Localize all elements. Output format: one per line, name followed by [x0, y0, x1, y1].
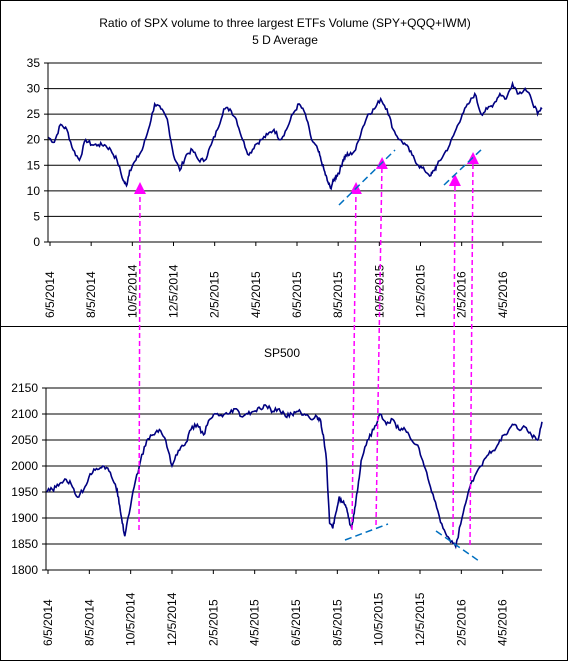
- sp500-x-tick-label: 2/5/2016: [454, 599, 468, 646]
- ratio-x-tick-label: 12/5/2015: [414, 264, 428, 318]
- ratio-chart-subtitle: 5 D Average: [252, 33, 318, 47]
- sp500-y-tick-label: 2000: [11, 459, 38, 473]
- annotation-arrow: [448, 174, 461, 536]
- annotation-arrow: [466, 152, 479, 546]
- sp500-x-tick-label: 8/5/2014: [82, 599, 96, 646]
- sp500-y-tick-label: 2100: [11, 407, 38, 421]
- ratio-x-tick-label: 2/5/2015: [208, 271, 222, 318]
- sp500-y-tick-label: 1900: [11, 511, 38, 525]
- sp500-y-axis-labels: 1800 1850 1900 1950 2000 2050 2100 2150: [11, 381, 46, 577]
- sp500-x-tick-label: 6/5/2014: [41, 599, 55, 646]
- ratio-x-tick-label: 8/5/2014: [84, 271, 98, 318]
- sp500-x-tick-label: 10/5/2015: [372, 592, 386, 646]
- annotation-arrow: [375, 157, 388, 526]
- sp500-chart-title: SP500: [264, 346, 300, 360]
- sp500-y-tick-label: 1800: [11, 563, 38, 577]
- sp500-x-tick-label: 4/5/2016: [496, 599, 510, 646]
- annotation-arrow: [133, 182, 146, 531]
- sp500-x-tick-label: 2/5/2015: [206, 599, 220, 646]
- ratio-y-axis-labels: 0 5 10 15 20 25 30 35: [27, 56, 48, 249]
- ratio-x-tick-label: 12/5/2014: [167, 264, 181, 318]
- trendline: [443, 147, 484, 186]
- ratio-y-tick-label: 20: [27, 133, 41, 147]
- trendline: [435, 530, 480, 562]
- ratio-y-tick-label: 35: [27, 56, 41, 70]
- sp500-y-tick-label: 1850: [11, 537, 38, 551]
- ratio-gridlines: [48, 62, 542, 243]
- ratio-y-tick-label: 30: [27, 82, 41, 96]
- ratio-y-tick-label: 15: [27, 158, 41, 172]
- sp500-series-line: [45, 404, 543, 550]
- ratio-x-tick-label: 2/5/2016: [455, 271, 469, 318]
- ratio-chart-title: Ratio of SPX volume to three largest ETF…: [99, 16, 470, 30]
- annotation-arrow: [349, 182, 362, 531]
- ratio-y-tick-label: 25: [27, 107, 41, 121]
- sp500-y-tick-label: 2150: [11, 381, 38, 395]
- ratio-series-group: [47, 80, 543, 191]
- trendline: [344, 523, 389, 541]
- sp500-x-tick-label: 10/5/2014: [124, 592, 138, 646]
- ratio-y-tick-label: 5: [33, 209, 40, 223]
- ratio-series-line: [47, 80, 543, 191]
- ratio-x-tick-label: 4/5/2015: [249, 271, 263, 318]
- sp500-x-tick-label: 12/5/2014: [165, 592, 179, 646]
- ratio-x-tick-label: 8/5/2015: [331, 271, 345, 318]
- ratio-x-tick-label: 10/5/2014: [125, 264, 139, 318]
- ratio-x-tick-label: 6/5/2015: [290, 271, 304, 318]
- sp500-x-tick-label: 4/5/2015: [248, 599, 262, 646]
- sp500-x-axis-labels: 6/5/2014 8/5/2014 10/5/2014 12/5/2014 2/5/20…: [41, 570, 510, 646]
- sp500-x-tick-label: 6/5/2015: [289, 599, 303, 646]
- sp500-x-tick-label: 8/5/2015: [330, 599, 344, 646]
- ratio-x-tick-label: 6/5/2014: [43, 271, 57, 318]
- annotation-trendlines: [338, 147, 484, 562]
- trendline: [338, 149, 396, 206]
- ratio-x-tick-label: 4/5/2016: [496, 271, 510, 318]
- sp500-y-tick-label: 1950: [11, 485, 38, 499]
- sp500-x-tick-label: 12/5/2015: [413, 592, 427, 646]
- sp500-y-tick-label: 2050: [11, 433, 38, 447]
- ratio-y-tick-label: 0: [33, 235, 40, 249]
- sp500-series-group: [45, 404, 543, 550]
- annotation-arrows: [133, 152, 479, 546]
- ratio-y-tick-label: 10: [27, 184, 41, 198]
- ratio-x-axis-labels: 6/5/2014 8/5/2014 10/5/2014 12/5/2014 2/5/20…: [43, 242, 510, 318]
